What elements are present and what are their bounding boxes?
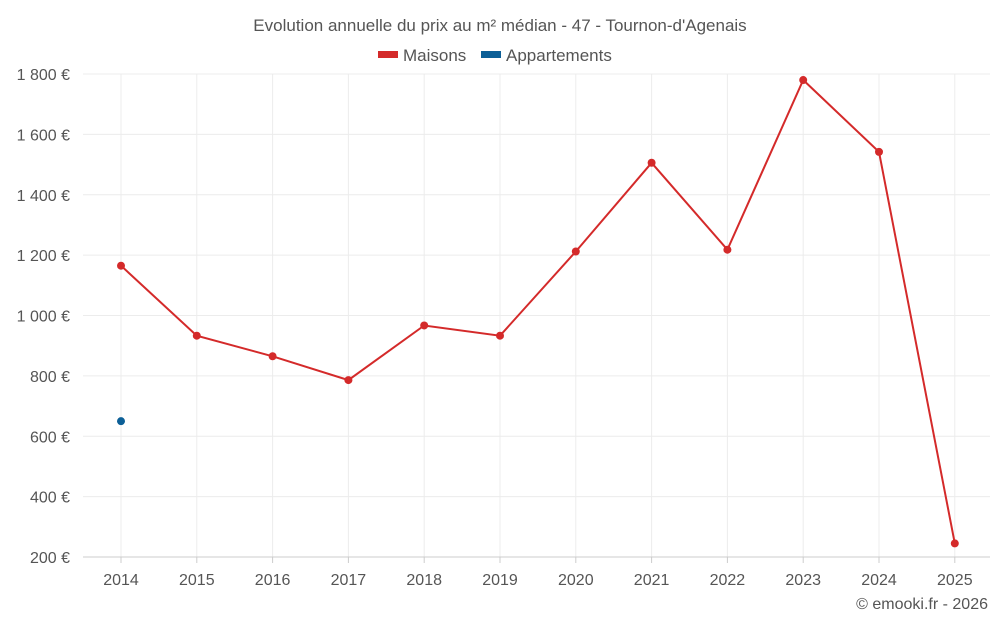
- y-tick-label: 400 €: [30, 490, 70, 507]
- data-point-maisons-2019[interactable]: [496, 331, 504, 340]
- x-tick-label: 2019: [482, 572, 518, 589]
- x-tick-label: 2021: [634, 572, 670, 589]
- legend-item-maisons[interactable]: Maisons: [378, 46, 466, 65]
- data-point-maisons-2022[interactable]: [723, 245, 732, 254]
- y-tick-label: 1 400 €: [17, 188, 70, 205]
- data-point-maisons-2015[interactable]: [192, 331, 201, 340]
- series-line-maisons: [120, 78, 956, 544]
- x-tick-label: 2017: [331, 572, 367, 589]
- y-tick-label: 1 000 €: [17, 309, 70, 326]
- horizontal-gridlines: [83, 73, 990, 498]
- data-point-maisons-2018[interactable]: [420, 321, 429, 330]
- x-tick-label: 2015: [179, 572, 215, 589]
- chart-title: Evolution annuelle du prix au m² médian …: [253, 16, 746, 35]
- data-point-maisons-2024[interactable]: [875, 147, 883, 156]
- series-lines: [120, 78, 956, 544]
- x-tick-label: 2016: [255, 572, 291, 589]
- data-point-maisons-2014[interactable]: [117, 261, 125, 270]
- data-point-maisons-2023[interactable]: [799, 76, 808, 85]
- x-tick-label: 2025: [937, 572, 973, 589]
- x-tick-label: 2022: [710, 572, 746, 589]
- legend-swatch-appartements: [481, 51, 501, 58]
- series-points: [117, 76, 959, 548]
- chart-credit: © emooki.fr - 2026: [856, 596, 988, 613]
- y-tick-label: 800 €: [30, 369, 70, 386]
- y-tick-label: 1 800 €: [17, 67, 70, 84]
- x-tick-label: 2020: [558, 572, 594, 589]
- data-point-maisons-2025[interactable]: [950, 539, 959, 548]
- legend-label-appartements: Appartements: [506, 46, 612, 65]
- data-point-maisons-2016[interactable]: [268, 352, 277, 361]
- data-point-maisons-2020[interactable]: [571, 247, 580, 256]
- x-axis-ticks: 2014 2015 2016 2017 2018 2019 2020 2021 2022 2023…: [103, 557, 973, 589]
- data-point-appartements-2014[interactable]: [117, 417, 125, 426]
- y-tick-label: 200 €: [30, 550, 70, 567]
- data-point-maisons-2021[interactable]: [647, 158, 656, 167]
- y-tick-label: 1 200 €: [17, 248, 70, 265]
- legend: Maisons Appartements: [378, 46, 612, 65]
- x-tick-label: 2018: [406, 572, 442, 589]
- legend-item-appartements[interactable]: Appartements: [481, 46, 612, 65]
- y-tick-label: 600 €: [30, 429, 70, 446]
- x-tick-label: 2014: [103, 572, 139, 589]
- y-axis-ticks: 200 € 400 € 600 € 800 € 1 000 € 1 200 € 1 400 …: [17, 67, 70, 567]
- x-tick-label: 2024: [861, 572, 897, 589]
- x-tick-label: 2023: [785, 572, 821, 589]
- data-point-maisons-2017[interactable]: [344, 376, 353, 385]
- y-tick-label: 1 600 €: [17, 127, 70, 144]
- legend-swatch-maisons: [378, 51, 398, 58]
- legend-label-maisons: Maisons: [403, 46, 466, 65]
